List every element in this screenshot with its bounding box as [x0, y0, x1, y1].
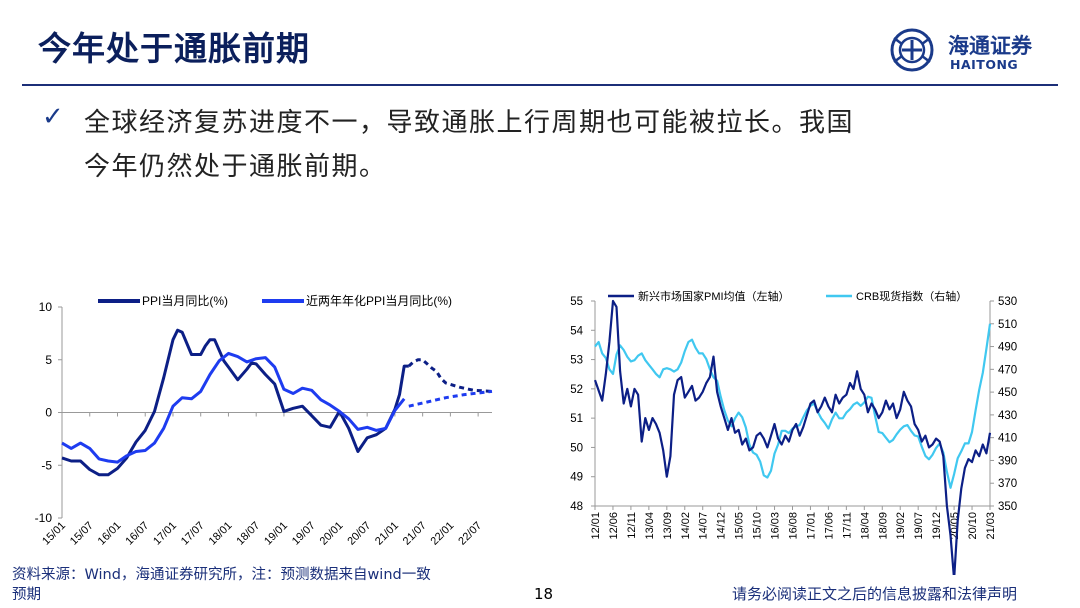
bullet-text-line1: 全球经济复苏进度不一，导致通胀上行周期也可能被拉长。我国 — [84, 108, 855, 138]
y-tick-label: 0 — [45, 406, 52, 420]
right-tick-label: 450 — [998, 387, 1017, 399]
y-tick-label: 5 — [45, 353, 52, 367]
series-line — [61, 351, 406, 464]
checkmark-icon: ✓ — [42, 102, 64, 132]
x-tick-label: 19/07 — [290, 520, 318, 548]
x-tick-label: 17/11 — [841, 512, 853, 539]
series-line — [408, 389, 493, 408]
x-tick-label: 15/07 — [68, 520, 96, 548]
right-tick-label: 490 — [998, 342, 1017, 354]
x-tick-label: 22/01 — [429, 520, 457, 548]
x-tick-label: 18/09 — [877, 512, 889, 540]
x-tick-label: 18/04 — [859, 512, 871, 540]
pmi-crb-chart: 55 54 53 52 51 50 49 48 530 510 490 470 450 430 410 390… — [570, 289, 1017, 575]
x-tick-label: 16/03 — [770, 512, 782, 540]
x-tick-label: 14/12 — [716, 512, 728, 540]
left-tick-label: 54 — [570, 325, 583, 337]
x-tick-label: 16/01 — [96, 520, 124, 548]
x-tick-label: 16/08 — [788, 512, 800, 540]
right-tick-label: 370 — [998, 478, 1017, 490]
x-tick-label: 14/07 — [698, 512, 710, 540]
x-tick-label: 21/07 — [401, 520, 429, 548]
haitong-logo-icon — [890, 28, 934, 72]
x-tick-label: 22/07 — [456, 520, 484, 548]
x-tick-label: 15/10 — [752, 512, 764, 540]
x-tick-label: 17/06 — [823, 512, 835, 540]
series-line — [407, 358, 493, 393]
x-tick-label: 13/04 — [644, 512, 656, 540]
x-tick-label: 12/06 — [608, 512, 620, 540]
title-divider — [22, 84, 1058, 86]
right-tick-label: 390 — [998, 455, 1017, 467]
y-tick-label: -10 — [35, 511, 53, 525]
y-tick-label: 10 — [39, 300, 53, 314]
source-line1: 资料来源：Wind，海通证券研究所，注：预测数据来自wind一致 — [12, 567, 431, 583]
right-tick-label: 410 — [998, 433, 1017, 445]
right-tick-label: 510 — [998, 319, 1017, 331]
logo-text-en: HAITONG — [950, 57, 1019, 72]
page-number: 18 — [534, 585, 554, 603]
x-tick-label: 17/01 — [805, 512, 817, 540]
left-tick-label: 48 — [570, 501, 583, 513]
series-line — [594, 323, 992, 489]
left-tick-label: 51 — [570, 413, 583, 425]
left-tick-label: 49 — [570, 472, 583, 484]
left-tick-label: 52 — [570, 384, 583, 396]
legend-label: 近两年年化PPI当月同比(%) — [306, 294, 452, 308]
x-tick-label: 17/01 — [151, 520, 179, 548]
x-tick-label: 21/03 — [985, 512, 997, 540]
x-tick-label: 17/07 — [179, 520, 207, 548]
x-tick-label: 19/12 — [931, 512, 943, 540]
x-tick-label: 20/10 — [967, 512, 979, 540]
series-line — [593, 299, 992, 575]
right-tick-label: 470 — [998, 364, 1017, 376]
legend-label: PPI当月同比(%) — [142, 294, 228, 308]
x-tick-label: 12/11 — [626, 512, 638, 539]
bullet-text-line2: 今年仍然处于通胀前期。 — [84, 152, 387, 182]
x-tick-label: 13/09 — [662, 512, 674, 540]
x-tick-label: 19/07 — [913, 512, 925, 540]
x-tick-label: 14/02 — [680, 512, 692, 540]
disclaimer-link[interactable]: 请务必阅读正文之后的信息披露和法律声明 — [732, 585, 1018, 603]
right-tick-label: 430 — [998, 410, 1017, 422]
legend-label: CRB现货指数（右轴） — [856, 289, 967, 303]
legend-label: 新兴市场国家PMI均值（左轴） — [638, 289, 790, 303]
left-tick-label: 50 — [570, 442, 583, 454]
source-line2: 预期 — [12, 587, 41, 603]
left-tick-label: 53 — [570, 355, 583, 367]
x-tick-label: 20/01 — [318, 520, 346, 548]
x-tick-label: 12/01 — [590, 512, 602, 540]
x-tick-label: 20/07 — [345, 520, 373, 548]
page-title: 今年处于通胀前期 — [38, 29, 310, 68]
right-tick-label: 350 — [998, 501, 1017, 513]
x-tick-label: 15/05 — [734, 512, 746, 540]
x-tick-label: 19/01 — [262, 520, 290, 548]
x-tick-label: 18/01 — [207, 520, 235, 548]
y-tick-label: -5 — [41, 458, 52, 472]
right-tick-label: 530 — [998, 296, 1017, 308]
x-tick-label: 19/02 — [895, 512, 907, 540]
left-tick-label: 55 — [570, 296, 583, 308]
series-line — [61, 328, 409, 477]
logo-text-cn: 海通证券 — [948, 33, 1032, 58]
x-tick-label: 21/01 — [373, 520, 401, 548]
source-note: 资料来源：Wind，海通证券研究所，注：预测数据来自wind一致 预期 — [12, 565, 532, 605]
x-tick-label: 18/07 — [234, 520, 262, 548]
x-tick-label: 16/07 — [123, 520, 151, 548]
